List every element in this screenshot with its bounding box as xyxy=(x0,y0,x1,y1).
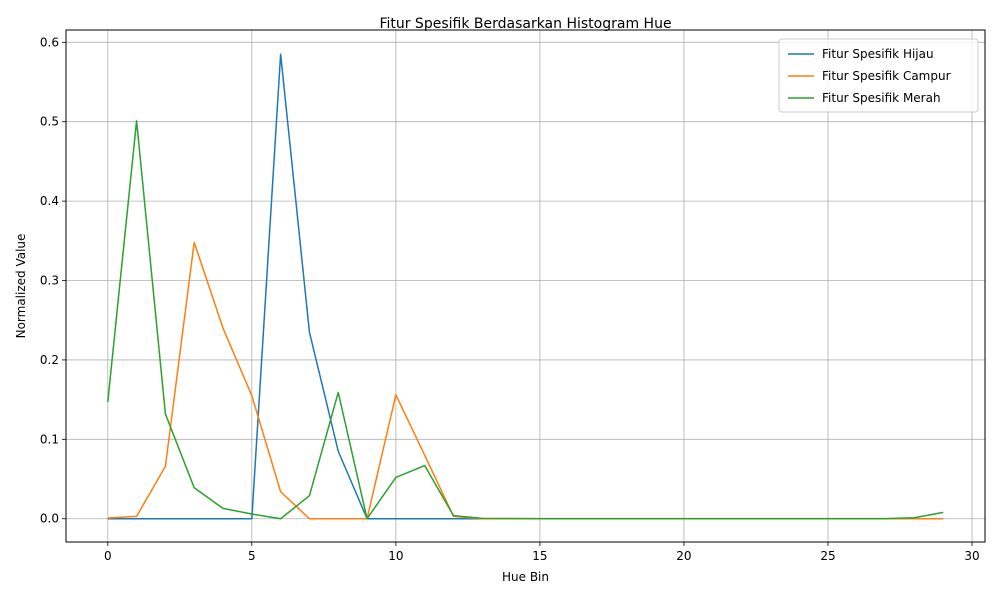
x-tick-label: 10 xyxy=(388,549,403,563)
legend-label-campur: Fitur Spesifik Campur xyxy=(822,69,951,83)
y-tick-label: 0.3 xyxy=(40,274,59,288)
plot-frame xyxy=(65,29,986,543)
legend-label-merah: Fitur Spesifik Merah xyxy=(822,91,941,105)
y-tick-label: 0.2 xyxy=(40,353,59,367)
y-tick-label: 0.1 xyxy=(40,432,59,446)
x-tick-label: 20 xyxy=(676,549,691,563)
y-axis-ticks: 0.0 0.1 0.2 0.3 0.4 0.5 0.6 xyxy=(40,35,66,526)
x-tick-label: 15 xyxy=(532,549,547,563)
series-lines xyxy=(107,53,944,520)
y-tick-label: 0.6 xyxy=(40,35,59,49)
x-axis-label: Hue Bin xyxy=(502,570,549,584)
y-axis-label: Normalized Value xyxy=(14,234,28,339)
y-tick-label: 0.4 xyxy=(40,194,59,208)
y-tick-label: 0.5 xyxy=(40,115,59,129)
series-line-merah xyxy=(107,120,944,520)
legend: Fitur Spesifik Hijau Fitur Spesifik Camp… xyxy=(778,38,979,113)
chart-title: Fitur Spesifik Berdasarkan Histogram Hue xyxy=(379,16,671,32)
x-tick-label: 25 xyxy=(820,549,835,563)
x-tick-label: 5 xyxy=(248,549,256,563)
x-tick-label: 0 xyxy=(104,549,112,563)
legend-label-hijau: Fitur Spesifik Hijau xyxy=(822,47,934,61)
y-tick-label: 0.0 xyxy=(40,512,59,526)
x-axis-ticks: 0 5 10 15 20 25 30 xyxy=(104,542,980,563)
legend-box xyxy=(778,38,979,113)
x-tick-label: 30 xyxy=(964,549,979,563)
